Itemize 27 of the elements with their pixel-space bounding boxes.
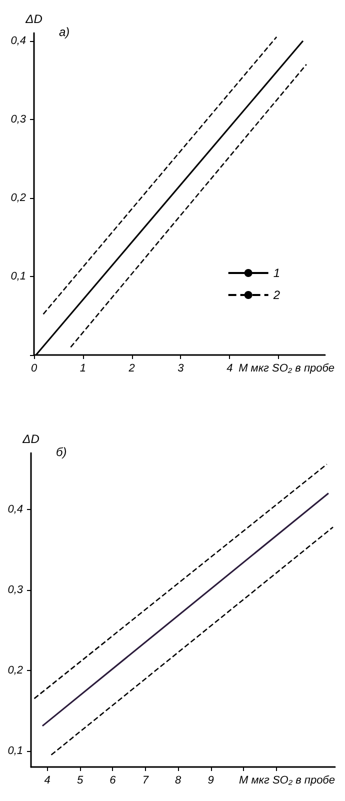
y-tick-label: 0,3: [8, 584, 24, 596]
x-tick-label: 1: [80, 362, 86, 374]
y-tick-label: 0,3: [10, 113, 27, 126]
x-axis-title: M мкг SO₂ в пробе: [239, 774, 335, 786]
x-tick-label: 8: [175, 774, 182, 786]
y-tick-label: 0,2: [8, 664, 23, 676]
y-tick-label: 0,4: [8, 503, 23, 516]
chart-title: а): [59, 25, 70, 39]
y-tick-label: 0,1: [10, 270, 26, 282]
x-tick-label: 5: [76, 774, 84, 786]
x-tick-label: 3: [178, 362, 185, 374]
y-axis-title: ΔD: [24, 12, 43, 26]
y-axis-title: ΔD: [22, 432, 40, 446]
x-tick-label: 6: [110, 774, 117, 786]
x-tick-label: 4: [226, 362, 233, 374]
x-tick-label: 7: [142, 774, 150, 786]
legend-label: 2: [272, 288, 280, 302]
legend-label: 1: [273, 266, 280, 280]
x-tick-label: 2: [128, 362, 135, 374]
x-tick-label: 0: [30, 362, 38, 374]
x-tick-label: 4: [44, 774, 50, 786]
y-tick-label: 0,4: [10, 34, 26, 47]
chart-title: б): [56, 445, 67, 459]
y-tick-label: 0,2: [10, 192, 26, 204]
y-tick-label: 0,1: [8, 744, 23, 757]
x-axis-title: M мкг SO₂ в пробе: [238, 362, 335, 374]
x-tick-label: 9: [208, 774, 214, 786]
